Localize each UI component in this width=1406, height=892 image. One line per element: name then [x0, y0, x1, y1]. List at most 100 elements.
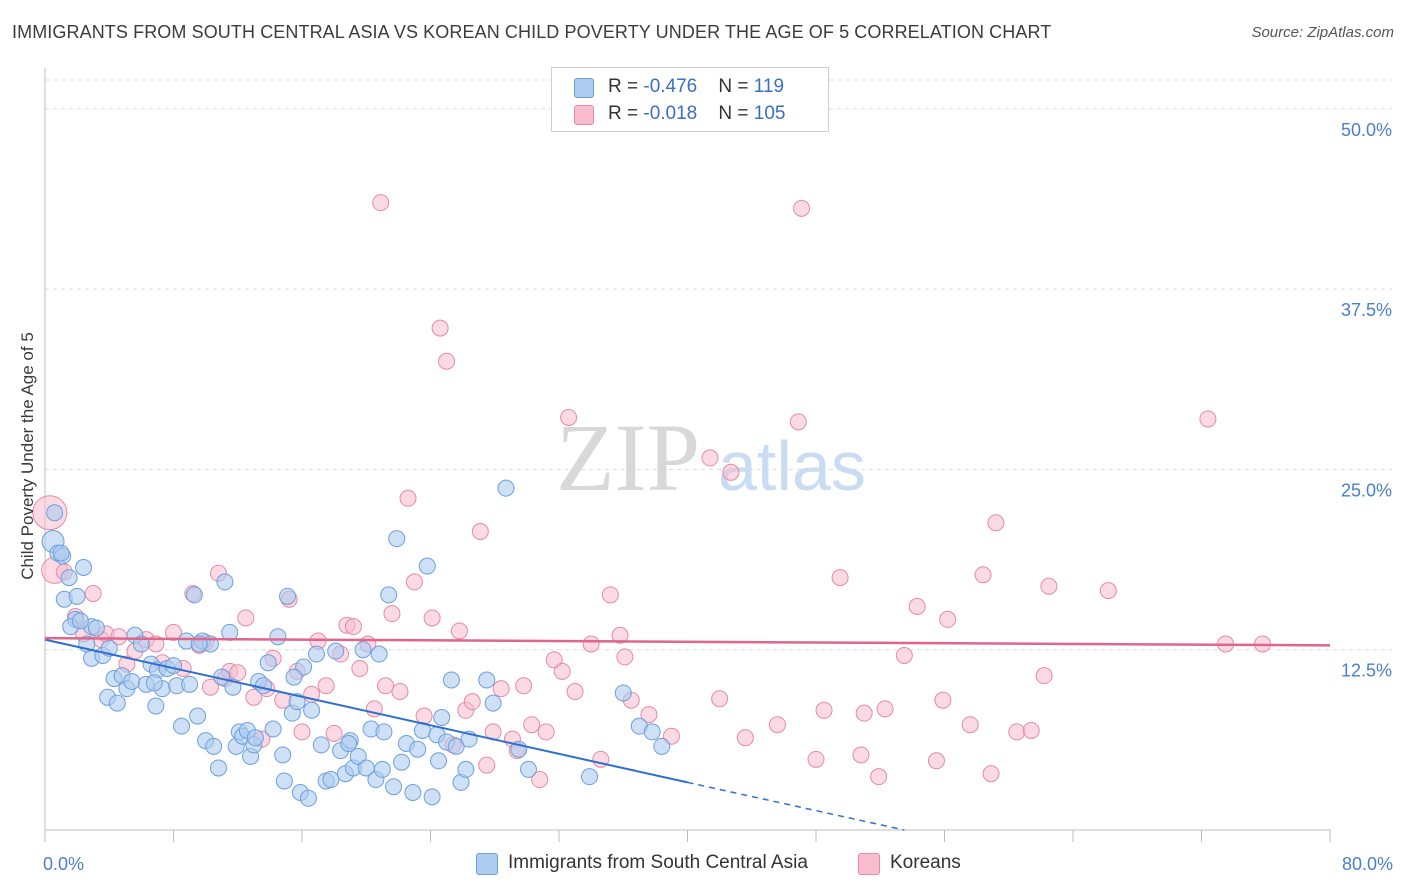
- legend-r-label: R =: [608, 103, 644, 124]
- legend-n-value: 119: [753, 76, 785, 97]
- south-central-asia-point: [165, 657, 182, 675]
- south-central-asia-point: [68, 587, 86, 605]
- bottom-legend-label: Koreans: [890, 852, 961, 873]
- korean-point: [537, 723, 555, 741]
- korean-point: [934, 691, 952, 709]
- korean-point: [789, 413, 807, 431]
- south-central-asia-point: [209, 759, 227, 777]
- korean-point: [405, 573, 423, 591]
- korean-point: [831, 569, 849, 587]
- korean-point: [492, 680, 510, 698]
- korean-point: [582, 635, 600, 653]
- korean-point: [870, 768, 888, 786]
- y-tick-label: 25.0%: [1341, 480, 1392, 500]
- legend-r-value: -0.476: [643, 76, 698, 97]
- koreans-points: [32, 194, 1272, 789]
- korean-point: [165, 623, 182, 641]
- korean-point: [566, 683, 584, 701]
- korean-point: [377, 677, 395, 695]
- korean-point: [927, 752, 945, 770]
- south-central-asia-trend-line: [44, 638, 688, 784]
- korean-point: [399, 489, 417, 507]
- korean-point: [201, 678, 219, 696]
- korean-point: [701, 449, 719, 467]
- korean-point: [1008, 723, 1026, 741]
- bottom-legend-swatch-pink: [858, 853, 880, 875]
- south-central-asia-point: [433, 709, 451, 726]
- south-central-asia-point: [442, 671, 460, 689]
- south-central-asia-point: [185, 586, 203, 604]
- gridlines: [45, 79, 1392, 651]
- korean-point: [1040, 577, 1058, 595]
- korean-point: [987, 514, 1005, 532]
- south-central-asia-point: [108, 694, 126, 712]
- legend-n-label: N =: [718, 76, 754, 97]
- korean-point: [344, 618, 362, 636]
- korean-point: [1022, 721, 1040, 739]
- south-central-asia-point: [380, 586, 398, 604]
- korean-point: [423, 609, 441, 627]
- south-central-asia-point: [643, 723, 661, 741]
- y-tick-label: 37.5%: [1341, 300, 1392, 320]
- south-central-asia-point: [447, 737, 465, 755]
- south-central-asia-trend-extension: [687, 781, 905, 831]
- bottom-legend-swatch-blue: [476, 853, 498, 875]
- south-central-asia-point: [145, 674, 163, 692]
- korean-point: [84, 584, 102, 602]
- south-central-asia-point: [373, 760, 391, 778]
- trend-lines: [44, 636, 1331, 831]
- south-central-asia-point: [388, 530, 406, 548]
- south-central-asia-point: [375, 723, 393, 741]
- koreans-trend-line: [44, 636, 1331, 647]
- legend-n-label: N =: [718, 103, 754, 124]
- south-central-asia-point: [478, 671, 496, 689]
- watermark-atlas: atlas: [718, 427, 866, 505]
- south-central-asia-point: [581, 768, 599, 786]
- watermark-zip: ZIP: [556, 404, 700, 511]
- south-central-asia-point: [288, 693, 306, 711]
- korean-point: [1199, 410, 1217, 428]
- south-central-asia-point: [274, 746, 292, 764]
- south-central-asia-point: [322, 771, 340, 789]
- korean-point: [438, 352, 456, 370]
- korean-point: [515, 677, 533, 695]
- south-central-asia-point: [246, 729, 264, 747]
- south-central-asia-point: [484, 694, 502, 712]
- source-label: Source: ZipAtlas.com: [1251, 24, 1394, 41]
- tick-labels: 12.5% 25.0% 37.5% 50.0% 0.0% 80.0%: [43, 120, 1393, 874]
- south-central-asia-point: [275, 772, 293, 790]
- south-central-asia-point: [385, 778, 403, 796]
- south-central-asia-point: [60, 569, 78, 587]
- south-central-asia-point: [254, 677, 272, 695]
- south-central-asia-point: [327, 642, 345, 660]
- legend-n-value: 105: [753, 103, 786, 124]
- bottom-legend-label: Immigrants from South Central Asia: [508, 852, 808, 873]
- south-central-asia-point: [71, 612, 89, 630]
- south-central-asia-point: [147, 697, 165, 715]
- korean-point: [471, 522, 489, 540]
- korean-point: [815, 701, 833, 719]
- korean-point: [982, 765, 1000, 783]
- south-central-asia-point: [614, 684, 632, 702]
- south-central-asia-point: [404, 784, 422, 801]
- south-central-asia-point: [46, 504, 64, 522]
- korean-point: [391, 683, 409, 701]
- south-central-asia-point: [349, 747, 367, 765]
- south-central-asia-point: [653, 737, 671, 755]
- y-tick-label: 50.0%: [1341, 120, 1392, 140]
- south-central-asia-point: [285, 668, 303, 686]
- korean-point: [876, 700, 894, 718]
- south-central-asia-point: [173, 717, 191, 735]
- south-central-asia-point: [307, 645, 325, 663]
- korean-point: [560, 409, 578, 426]
- south-central-asia-point: [370, 645, 388, 663]
- korean-point: [855, 704, 873, 722]
- legend-r-value: -0.018: [643, 103, 698, 124]
- south-central-asia-point: [354, 641, 372, 659]
- legend-r-label: R =: [608, 76, 644, 97]
- korean-point: [616, 648, 634, 666]
- south-central-asia-point: [409, 740, 427, 758]
- korean-point: [553, 662, 571, 680]
- korean-point: [640, 706, 658, 724]
